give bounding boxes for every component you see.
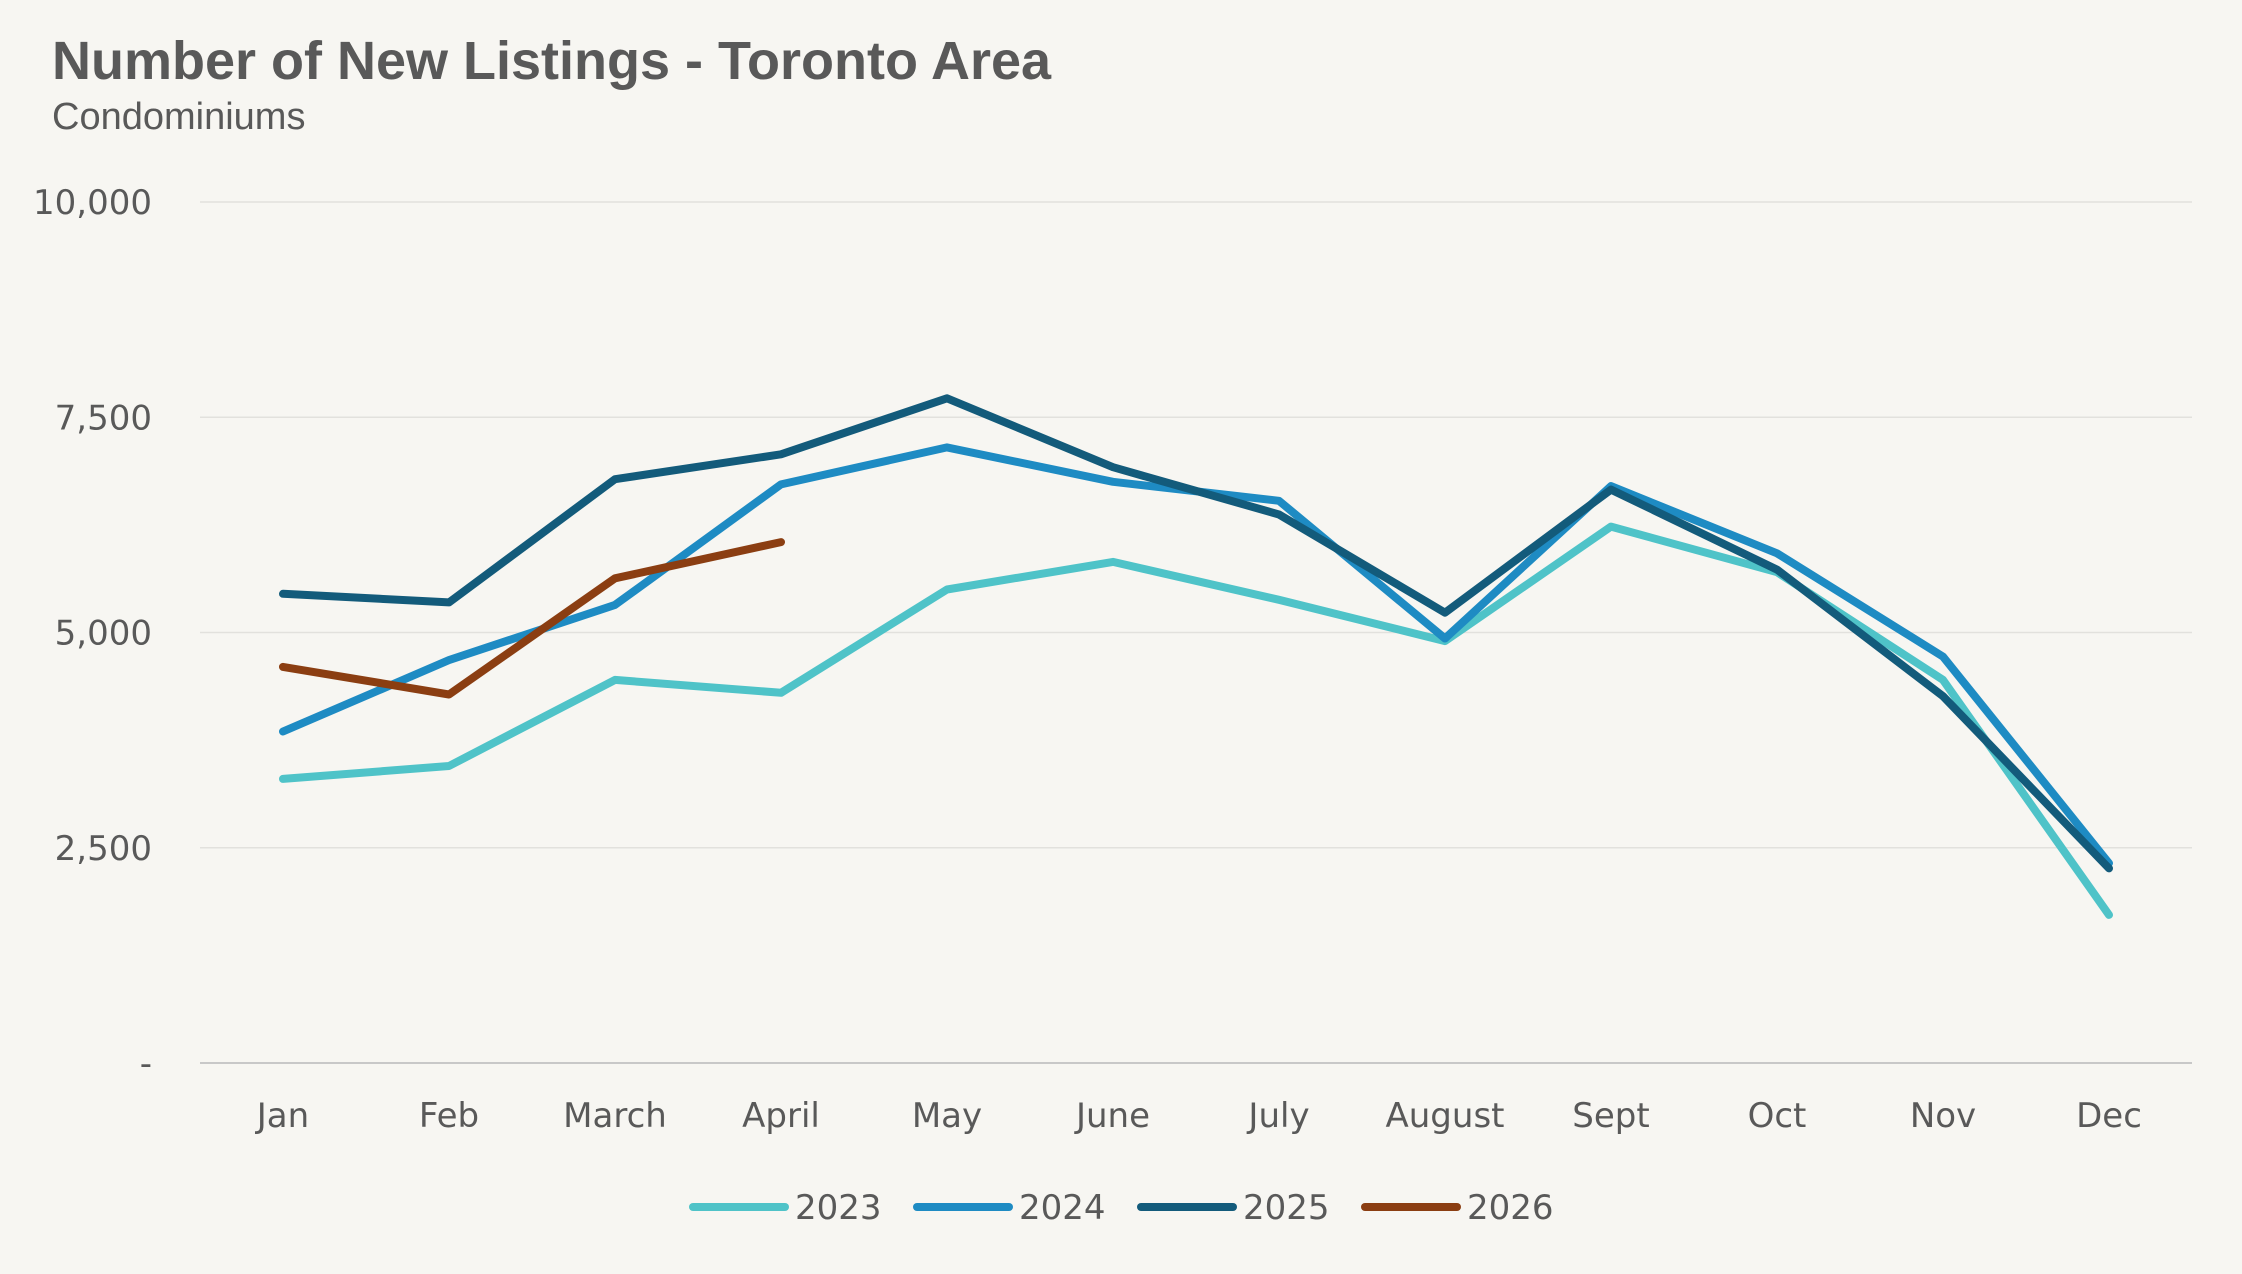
y-tick-label: 10,000: [33, 183, 152, 223]
x-tick-label: June: [1074, 1096, 1150, 1136]
legend: 2023 2024 2025 2026: [689, 1188, 1554, 1228]
series-line-2025: [279, 394, 2113, 873]
legend-label-2025: 2025: [1243, 1188, 1330, 1228]
x-tick-label: Feb: [419, 1096, 479, 1136]
x-tick-label: Dec: [2076, 1096, 2142, 1136]
chart-title: Number of New Listings - Toronto Area: [52, 31, 1052, 91]
chart-subtitle: Condominiums: [52, 96, 306, 138]
gridlines: [200, 201, 2192, 849]
y-tick-label: 2,500: [55, 829, 152, 869]
legend-label-2026: 2026: [1467, 1188, 1554, 1228]
y-tick-label: -: [140, 1044, 152, 1084]
x-tick-label: May: [912, 1096, 982, 1136]
x-tick-label: Nov: [1910, 1096, 1976, 1136]
series-lines: [279, 394, 2113, 919]
x-tick-label: April: [742, 1096, 820, 1136]
x-tick-label: Jan: [255, 1096, 309, 1136]
x-tick-label: Sept: [1572, 1096, 1649, 1136]
legend-label-2023: 2023: [795, 1188, 882, 1228]
series-line-2024: [279, 443, 2113, 868]
axes: - 2,500 5,000 7,500 10,000 Jan Feb March April Ma…: [33, 183, 2192, 1136]
series-line-2026: [279, 538, 785, 699]
x-tick-label: August: [1386, 1096, 1505, 1136]
x-tick-label: March: [563, 1096, 667, 1136]
x-tick-label: Oct: [1748, 1096, 1807, 1136]
x-tick-label: July: [1246, 1096, 1309, 1136]
legend-label-2024: 2024: [1019, 1188, 1106, 1228]
y-tick-label: 7,500: [55, 398, 152, 438]
y-tick-label: 5,000: [55, 614, 152, 654]
